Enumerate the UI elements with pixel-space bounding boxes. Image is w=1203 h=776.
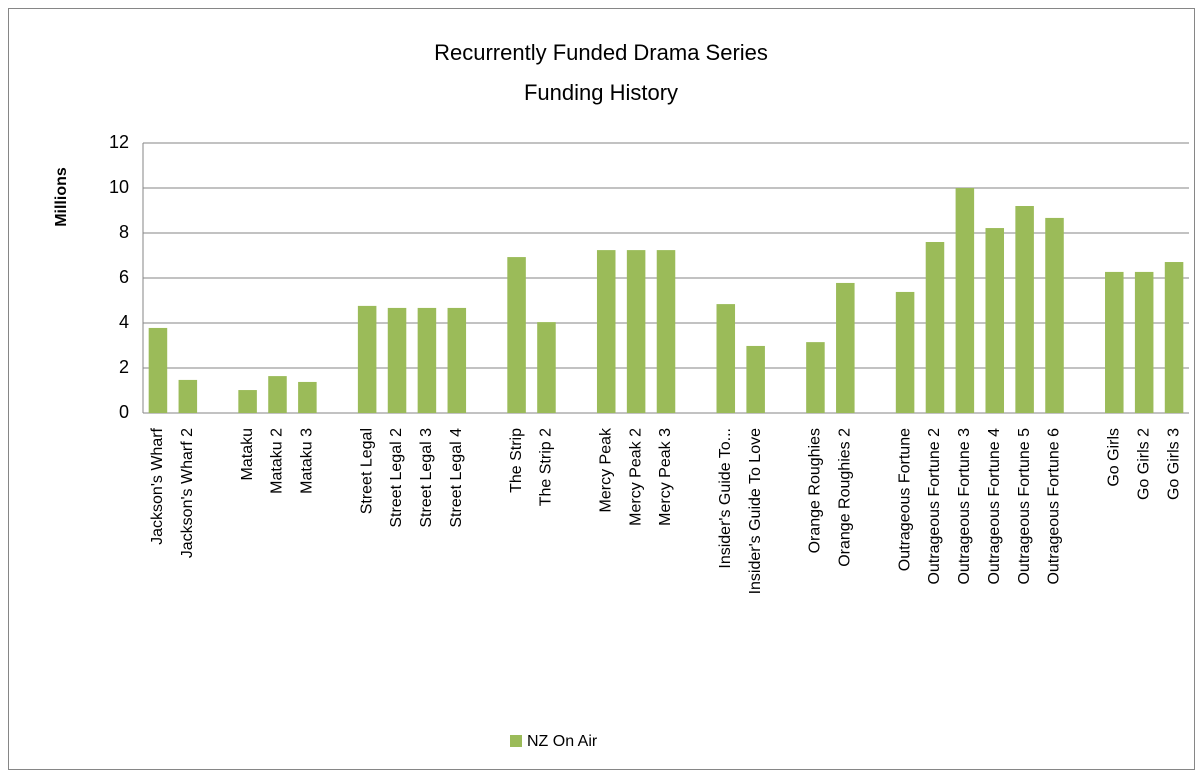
x-tick-label: Go Girls bbox=[1106, 428, 1123, 487]
legend-label: NZ On Air bbox=[527, 733, 598, 750]
bar bbox=[985, 228, 1005, 413]
bar bbox=[1164, 262, 1184, 413]
x-tick-label: Outrageous Fortune 6 bbox=[1046, 428, 1063, 585]
x-tick-label: Jackson's Wharf 2 bbox=[179, 428, 196, 558]
x-tick-label: Street Legal 3 bbox=[418, 428, 435, 528]
y-tick-label: 12 bbox=[109, 132, 129, 152]
x-tick-label: Jackson's Wharf bbox=[149, 427, 166, 544]
y-tick-label: 10 bbox=[109, 177, 129, 197]
bar bbox=[417, 307, 437, 413]
x-tick-label: The Strip bbox=[508, 428, 525, 493]
x-tick-label: Mataku 3 bbox=[299, 428, 316, 494]
x-tick-label: Go Girls 3 bbox=[1165, 428, 1182, 500]
y-tick-label: 4 bbox=[119, 312, 129, 332]
x-tick-label: Insider's Guide To... bbox=[717, 428, 734, 569]
x-tick-label: Street Legal 2 bbox=[388, 428, 405, 528]
x-tick-label: Outrageous Fortune 3 bbox=[956, 428, 973, 585]
bar bbox=[447, 307, 467, 413]
x-tick-label: Outrageous Fortune bbox=[896, 428, 913, 571]
y-axis-label: Millions bbox=[53, 167, 70, 227]
bar bbox=[148, 327, 168, 413]
x-tick-label: Go Girls 2 bbox=[1135, 428, 1152, 500]
bar bbox=[716, 304, 736, 413]
bar bbox=[656, 250, 676, 413]
x-tick-label: Mercy Peak 3 bbox=[657, 428, 674, 526]
x-tick-label: Outrageous Fortune 2 bbox=[926, 428, 943, 585]
y-tick-label: 8 bbox=[119, 222, 129, 242]
x-tick-label: The Strip 2 bbox=[538, 428, 555, 506]
y-tick-label: 0 bbox=[119, 402, 129, 422]
bar bbox=[1045, 217, 1064, 413]
bar bbox=[626, 250, 646, 413]
bar bbox=[596, 250, 616, 413]
bar bbox=[507, 257, 526, 413]
bar bbox=[895, 291, 915, 413]
bar bbox=[537, 322, 556, 413]
bar bbox=[806, 342, 825, 413]
x-tick-label: Mercy Peak 2 bbox=[627, 428, 644, 526]
y-tick-label: 2 bbox=[119, 357, 129, 377]
bar bbox=[836, 282, 855, 413]
x-tick-label: Insider's Guide To Love bbox=[747, 428, 764, 595]
bar bbox=[357, 305, 377, 413]
x-tick-label: Mataku 2 bbox=[269, 428, 286, 494]
bar bbox=[238, 390, 257, 413]
bar bbox=[298, 381, 317, 413]
bar bbox=[955, 188, 975, 413]
bar bbox=[1134, 271, 1154, 413]
chart-title: Recurrently Funded Drama Series bbox=[434, 40, 768, 65]
x-tick-label: Mercy Peak bbox=[597, 427, 614, 512]
bar bbox=[387, 307, 407, 413]
x-tick-label: Orange Roughies 2 bbox=[837, 428, 854, 567]
y-tick-label: 6 bbox=[119, 267, 129, 287]
bar bbox=[1015, 206, 1034, 413]
bar bbox=[925, 242, 945, 413]
chart-title: Funding History bbox=[524, 80, 678, 105]
x-tick-label: Street Legal 4 bbox=[448, 428, 465, 528]
bar bbox=[268, 376, 287, 413]
x-tick-label: Orange Roughies bbox=[807, 428, 824, 553]
legend-swatch bbox=[510, 735, 522, 747]
x-tick-label: Mataku bbox=[239, 428, 256, 480]
x-tick-label: Street Legal bbox=[358, 428, 375, 514]
x-tick-label: Outrageous Fortune 4 bbox=[986, 428, 1003, 585]
bar bbox=[746, 345, 765, 413]
x-tick-label: Outrageous Fortune 5 bbox=[1016, 428, 1033, 585]
bar bbox=[1105, 271, 1124, 413]
bar bbox=[178, 379, 198, 413]
